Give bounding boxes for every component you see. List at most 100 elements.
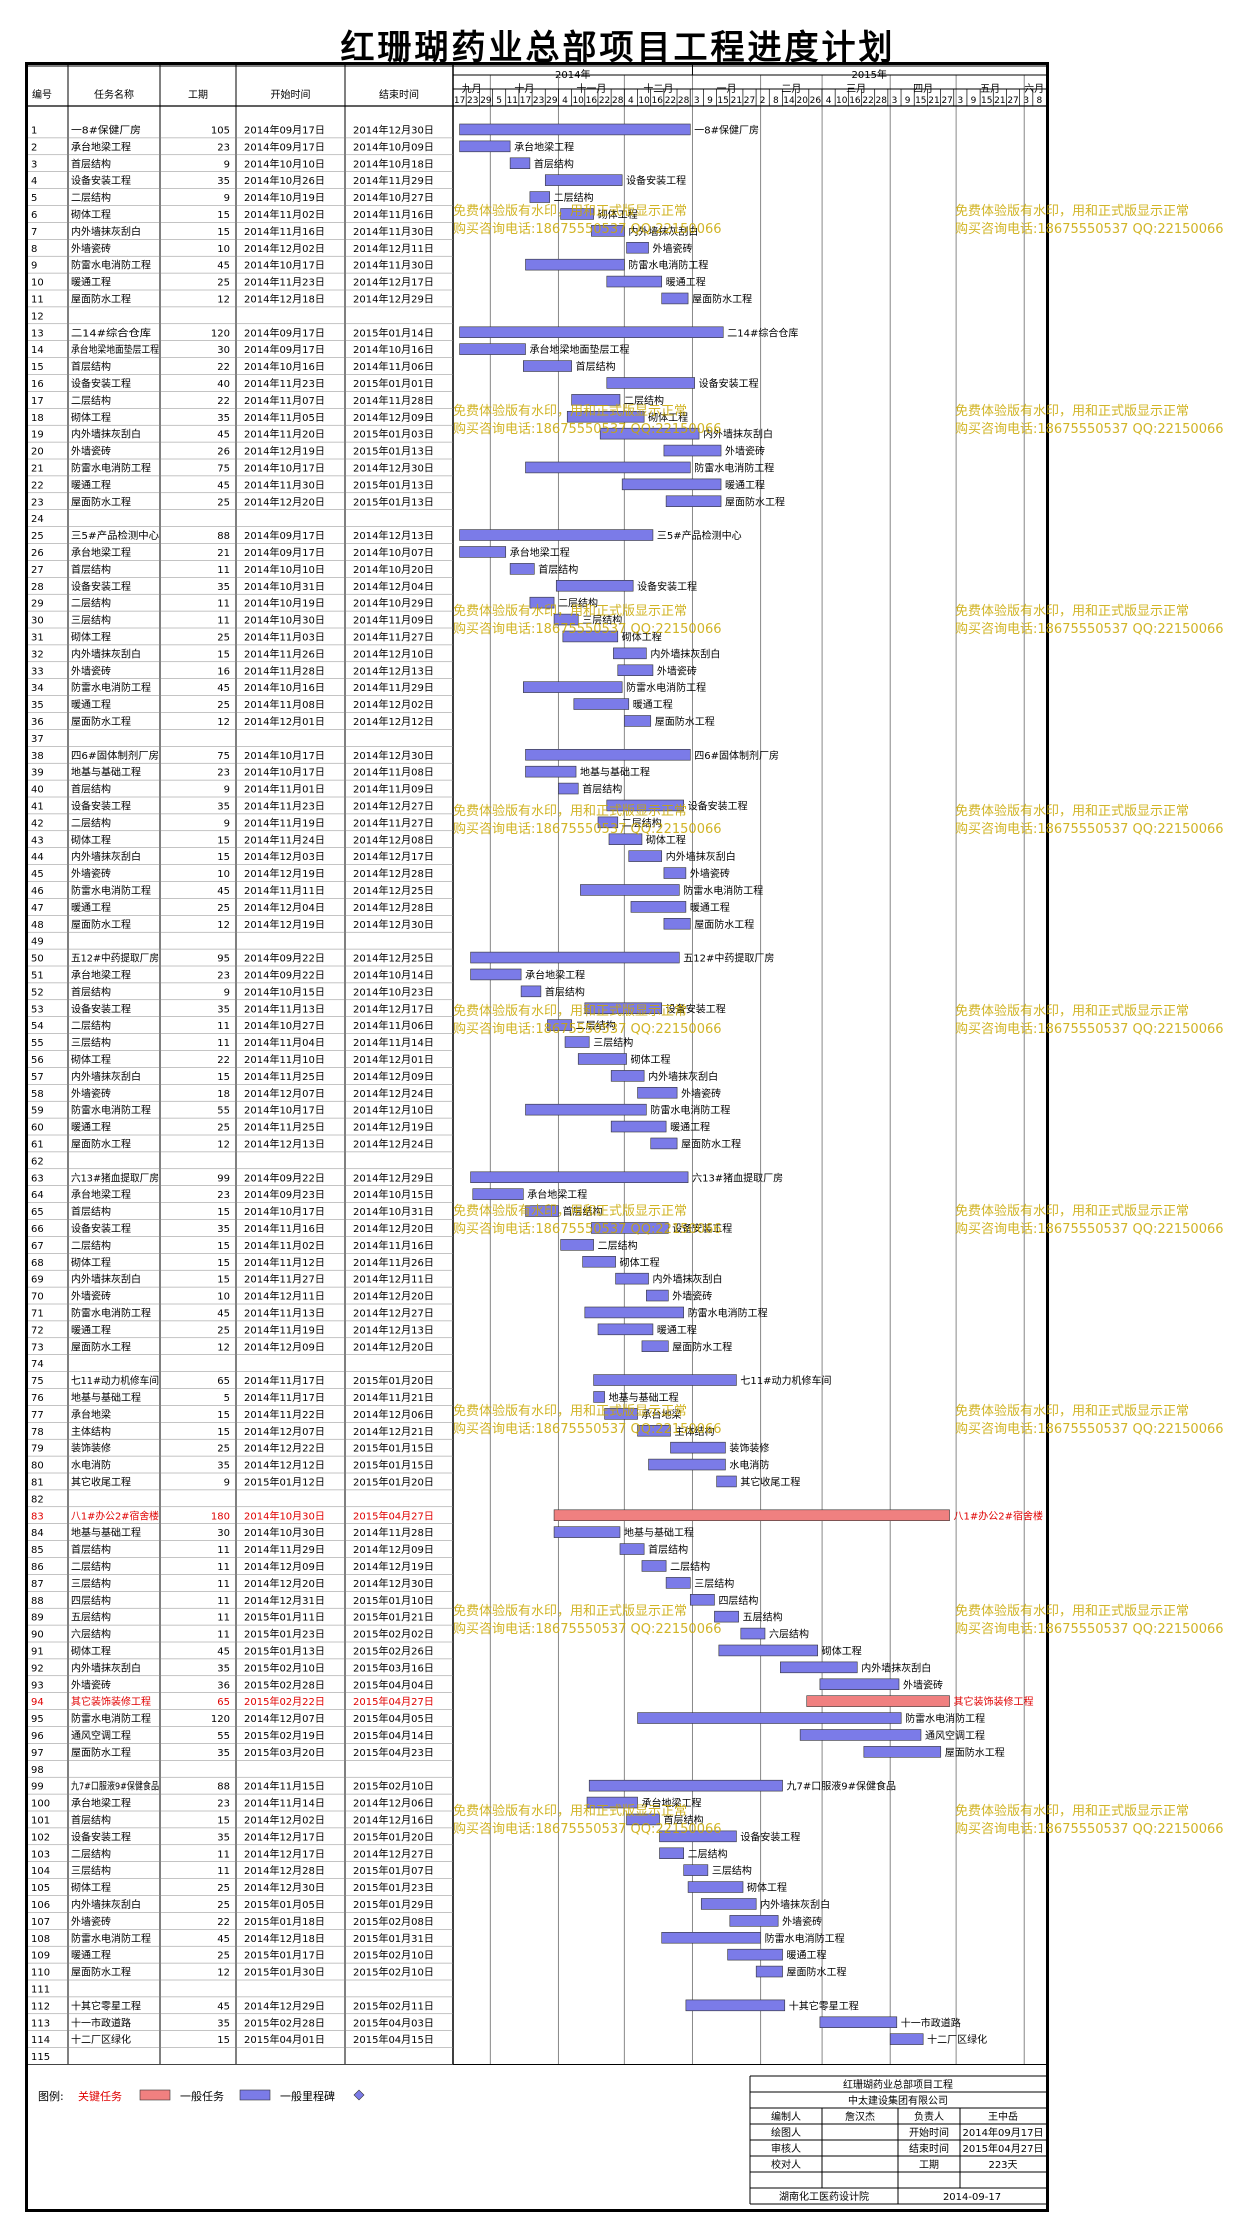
task-id: 65 — [31, 1207, 44, 1218]
task-name: 首层结构 — [71, 563, 111, 576]
bar-label: 通风空调工程 — [925, 1729, 985, 1742]
task-duration: 11 — [217, 616, 230, 627]
task-bar — [687, 1881, 744, 1893]
task-id: 8 — [31, 244, 37, 255]
task-bar — [608, 833, 643, 845]
day-tick-label: 22 — [862, 96, 873, 106]
day-tick-label: 14 — [783, 96, 795, 106]
day-tick-label: 3 — [892, 96, 898, 106]
task-duration: 11 — [217, 565, 230, 576]
legend-milestone-diamond — [353, 2089, 365, 2101]
task-name: 砌体工程 — [71, 209, 111, 221]
task-id: 35 — [31, 700, 44, 711]
task-end: 2014年12月17日 — [353, 850, 434, 863]
task-duration: 23 — [217, 768, 230, 779]
bar-label: 七11#动力机修车间 — [740, 1374, 831, 1387]
bar-label: 首层结构 — [648, 1543, 688, 1556]
task-name: 内外墙抹灰刮白 — [71, 225, 141, 238]
task-bar — [459, 343, 526, 355]
task-id: 108 — [31, 1934, 50, 1945]
task-end: 2014年10月18日 — [353, 157, 434, 170]
task-start: 2014年11月25日 — [244, 1121, 325, 1134]
task-end: 2014年10月14日 — [353, 968, 434, 981]
task-name: 二层结构 — [71, 816, 111, 829]
task-name: 装饰装修 — [71, 1442, 111, 1455]
task-duration: 15 — [217, 2035, 230, 2046]
task-start: 2014年10月30日 — [244, 614, 325, 627]
day-tick-label: 28 — [678, 96, 690, 106]
task-end: 2014年11月29日 — [353, 681, 434, 694]
task-id: 61 — [31, 1139, 44, 1150]
bar-label: 砌体工程 — [598, 209, 638, 221]
task-bar — [889, 2033, 924, 2045]
task-bar — [584, 1306, 684, 1319]
task-duration: 35 — [217, 1224, 230, 1235]
task-start: 2014年11月12日 — [244, 1256, 325, 1269]
bar-label: 地基与基础工程 — [609, 1391, 679, 1404]
task-start: 2015年02月19日 — [244, 1729, 325, 1742]
task-id: 32 — [31, 649, 44, 660]
col-header-duration: 工期 — [188, 89, 208, 101]
task-start: 2014年11月23日 — [244, 377, 325, 390]
task-duration: 105 — [211, 125, 230, 136]
task-id: 13 — [31, 328, 44, 339]
task-start: 2014年11月17日 — [244, 1374, 325, 1387]
day-tick-label: 3 — [1023, 96, 1029, 106]
task-name: 首层结构 — [71, 360, 111, 373]
task-duration: 55 — [217, 1106, 230, 1117]
bar-label: 外墙瓷砖 — [672, 1290, 712, 1303]
task-start: 2015年02月28日 — [244, 2016, 325, 2029]
task-name: 九7#口服液9#保健食品 — [71, 1780, 159, 1793]
day-tick-label: 21 — [731, 96, 742, 106]
task-id: 98 — [31, 1765, 44, 1776]
task-end: 2014年12月20日 — [353, 1340, 434, 1353]
task-id: 96 — [31, 1731, 44, 1742]
task-duration: 11 — [217, 1579, 230, 1590]
bar-label: 承台地梁工程 — [510, 546, 570, 559]
task-start: 2015年01月30日 — [244, 1966, 325, 1979]
task-id: 25 — [31, 531, 44, 542]
day-tick-label: 21 — [928, 96, 939, 106]
task-start: 2014年11月15日 — [244, 1780, 325, 1793]
task-start: 2014年12月02日 — [244, 242, 325, 255]
task-duration: 55 — [217, 1731, 230, 1742]
bar-label: 外墙瓷砖 — [681, 1087, 721, 1100]
task-id: 92 — [31, 1663, 44, 1674]
task-duration: 45 — [217, 261, 230, 272]
task-name: 内外墙抹灰刮白 — [71, 1070, 141, 1083]
task-name: 内外墙抹灰刮白 — [71, 428, 141, 441]
day-tick-label: 28 — [612, 96, 624, 106]
task-duration: 10 — [217, 869, 230, 880]
task-bar — [525, 461, 691, 474]
bar-label: 地基与基础工程 — [580, 766, 650, 779]
task-end: 2014年12月28日 — [353, 901, 434, 914]
task-end: 2015年01月31日 — [353, 1932, 434, 1945]
task-id: 105 — [31, 1883, 50, 1894]
task-start: 2015年02月22日 — [244, 1695, 325, 1708]
task-id: 51 — [31, 970, 44, 981]
task-id: 87 — [31, 1579, 44, 1590]
task-id: 74 — [31, 1359, 44, 1370]
task-duration: 11 — [217, 1562, 230, 1573]
task-start: 2014年12月12日 — [244, 1459, 325, 1472]
task-name: 三层结构 — [71, 1036, 111, 1049]
task-duration: 15 — [217, 1427, 230, 1438]
task-bar — [523, 360, 572, 372]
bar-label: 九7#口服液9#保健食品 — [787, 1780, 896, 1793]
bar-label: 暖通工程 — [787, 1949, 827, 1962]
bar-label: 二层结构 — [670, 1560, 710, 1573]
task-end: 2015年04月03日 — [353, 2016, 434, 2029]
task-start: 2014年10月31日 — [244, 580, 325, 593]
task-start: 2014年11月30日 — [244, 478, 325, 491]
task-duration: 45 — [217, 480, 230, 491]
task-start: 2014年11月19日 — [244, 1323, 325, 1336]
task-duration: 25 — [217, 278, 230, 289]
task-end: 2014年12月30日 — [353, 918, 434, 931]
task-start: 2014年11月13日 — [244, 1002, 325, 1015]
task-duration: 12 — [217, 1139, 230, 1150]
task-id: 64 — [31, 1190, 44, 1201]
task-duration: 99 — [217, 1173, 230, 1184]
task-name: 十其它零星工程 — [71, 1999, 141, 2012]
task-id: 101 — [31, 1815, 50, 1826]
task-name: 内外墙抹灰刮白 — [71, 647, 141, 660]
